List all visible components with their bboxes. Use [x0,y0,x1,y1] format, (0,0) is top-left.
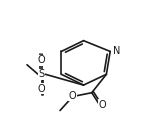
Text: O: O [98,100,106,110]
Text: N: N [113,46,120,56]
Text: O: O [38,55,45,65]
Text: S: S [38,69,45,79]
Text: O: O [38,84,45,94]
Text: O: O [69,91,77,101]
